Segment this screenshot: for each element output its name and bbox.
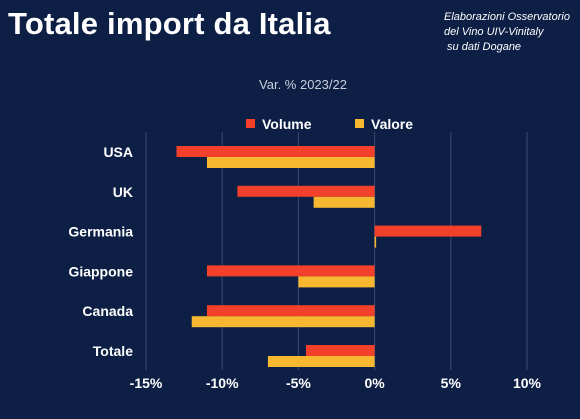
source-line-3: su dati Dogane bbox=[444, 41, 522, 53]
x-tick-label: 0% bbox=[364, 375, 385, 391]
x-tick-label: 5% bbox=[441, 375, 462, 391]
legend-swatch bbox=[246, 119, 255, 128]
category-label: UK bbox=[113, 184, 133, 200]
bar-valore bbox=[298, 276, 375, 288]
bar-valore bbox=[374, 236, 377, 248]
bar-volume bbox=[176, 146, 375, 157]
legend-swatch bbox=[355, 119, 364, 128]
category-label: Giappone bbox=[68, 263, 133, 279]
grid-lines bbox=[145, 132, 528, 370]
x-tick-label: 10% bbox=[513, 375, 542, 391]
bar-valore bbox=[313, 196, 375, 208]
source-line-2: del Vino UIV-Vinitaly bbox=[444, 26, 544, 38]
x-tick-label: -15% bbox=[130, 375, 163, 391]
page-title: Totale import da Italia bbox=[8, 6, 331, 41]
bar-volume bbox=[206, 305, 375, 317]
x-tick-labels: -15% -10% -5% 0% 5% 10% bbox=[130, 375, 542, 391]
legend-label: Volume bbox=[262, 116, 312, 132]
category-label: Germania bbox=[68, 224, 133, 240]
bar-valore bbox=[267, 356, 375, 367]
bar-volume bbox=[374, 225, 482, 237]
bars bbox=[176, 146, 482, 367]
source-note: Elaborazioni Osservatorio del Vino UIV-V… bbox=[444, 10, 570, 55]
bar-volume bbox=[206, 265, 375, 277]
source-line-1: Elaborazioni Osservatorio bbox=[444, 11, 570, 23]
category-label: Canada bbox=[82, 303, 133, 319]
bar-volume bbox=[306, 345, 375, 356]
category-label: Totale bbox=[93, 343, 133, 359]
chart-subtitle: Var. % 2023/22 bbox=[259, 77, 347, 92]
category-label: USA bbox=[103, 144, 133, 160]
legend: Volume Valore bbox=[246, 116, 413, 132]
bar-volume bbox=[237, 185, 375, 197]
legend-label: Valore bbox=[371, 116, 413, 132]
bar-valore bbox=[206, 157, 375, 168]
x-tick-label: -10% bbox=[206, 375, 239, 391]
x-tick-label: -5% bbox=[286, 375, 311, 391]
category-labels: USA UK Germania Giappone Canada Totale bbox=[68, 144, 133, 359]
bar-valore bbox=[191, 316, 375, 328]
